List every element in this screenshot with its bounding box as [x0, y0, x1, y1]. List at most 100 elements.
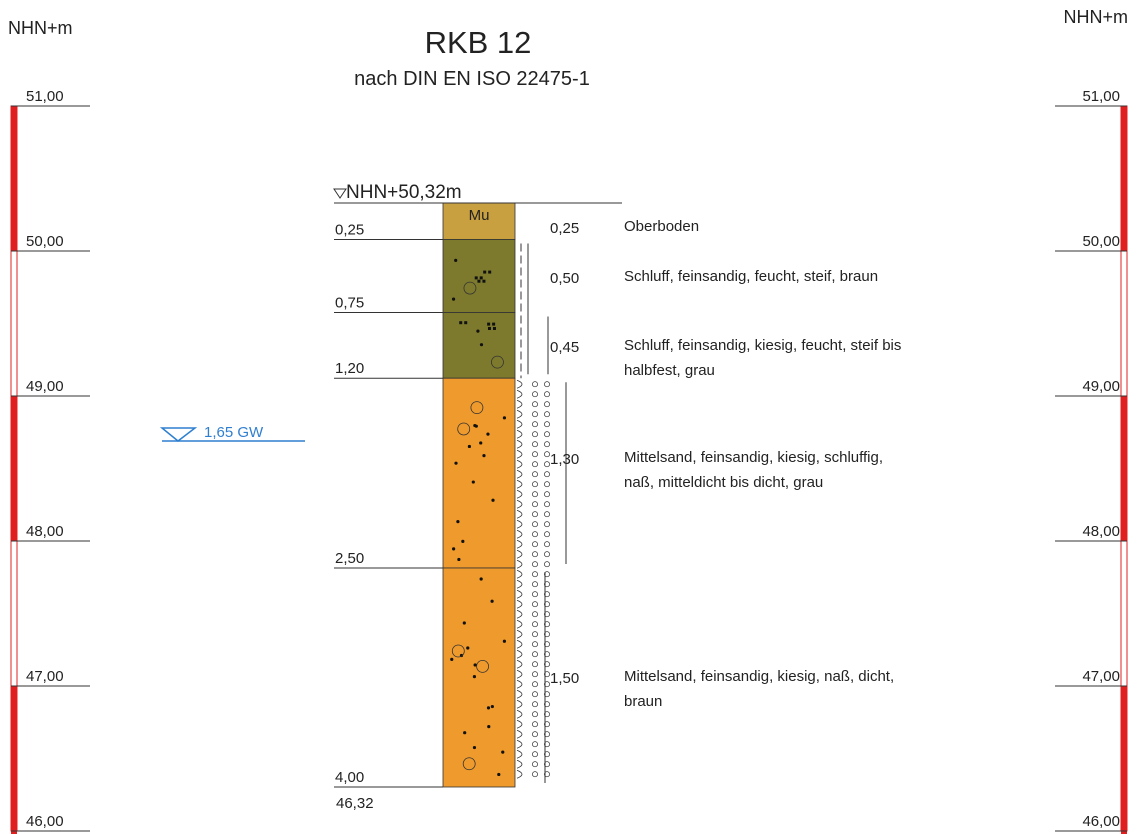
sand-hatch	[516, 389, 523, 399]
top-elevation-marker: NHN+50,32m	[333, 182, 622, 204]
sand-circle	[544, 451, 550, 458]
texture-mark	[457, 557, 461, 562]
left-unit-label: NHN+m	[8, 18, 73, 38]
sand-circle	[544, 541, 550, 548]
gravel-symbol	[470, 401, 484, 415]
scale-tick-label: 48,00	[26, 523, 64, 540]
layer-description: Schluff, feinsandig, kiesig, feucht, ste…	[624, 337, 901, 354]
sand-hatch	[516, 549, 523, 559]
sand-circle	[544, 431, 550, 438]
sand-hatch	[516, 689, 523, 699]
texture-mark	[462, 621, 466, 625]
sand-circle	[532, 751, 538, 758]
sand-circle	[532, 401, 538, 408]
layer-description: Mittelsand, feinsandig, kiesig, schluffi…	[624, 449, 883, 466]
thickness-label: 0,25	[550, 220, 579, 237]
sand-circle	[544, 761, 550, 768]
sand-hatch	[516, 559, 523, 569]
sand-circle	[532, 521, 538, 528]
gravel-symbol	[476, 659, 490, 673]
layer-description: halbfest, grau	[624, 362, 715, 379]
sand-hatch	[516, 419, 523, 429]
texture-mark	[492, 322, 496, 326]
texture-mark	[472, 745, 477, 750]
sand-hatch	[516, 709, 523, 719]
gravel-symbol	[462, 757, 476, 771]
top-elevation-label: NHN+50,32m	[346, 182, 462, 203]
scale-tick-label: 49,00	[26, 378, 64, 395]
sand-hatch	[516, 679, 523, 689]
sand-circle	[544, 511, 550, 518]
sand-circle	[532, 731, 538, 738]
layer-description: Oberboden	[624, 218, 699, 235]
scale-segment	[1120, 685, 1128, 832]
texture-mark	[479, 577, 483, 581]
sand-hatch	[516, 399, 523, 409]
layer-description: braun	[624, 693, 662, 710]
scale-segment	[10, 395, 18, 542]
sand-hatch	[516, 629, 523, 639]
sand-circle	[532, 601, 538, 608]
depth-label: 1,20	[335, 360, 364, 377]
scale-tick-label: 51,00	[1082, 88, 1120, 105]
left-elevation-scale: 51,00 50,00 49,00 48,00 47,00 46,00	[10, 88, 90, 834]
texture-mark	[474, 276, 478, 280]
sand-hatch	[516, 469, 523, 479]
top-elevation-triangle-icon	[333, 188, 347, 199]
scale-tick-label: 47,00	[1082, 668, 1120, 685]
thickness-label: 0,50	[550, 270, 579, 287]
sand-circle	[532, 551, 538, 558]
sand-circle	[544, 441, 550, 448]
layer-description: Schluff, feinsandig, feucht, steif, brau…	[624, 268, 878, 285]
sand-circle	[532, 581, 538, 588]
texture-mark	[472, 675, 477, 679]
texture-mark	[482, 454, 486, 458]
sand-hatch	[516, 479, 523, 489]
texture-mark	[474, 424, 478, 428]
sand-circle	[544, 721, 550, 728]
sand-circle	[544, 631, 550, 638]
sand-circle	[544, 411, 550, 418]
texture-mark	[463, 731, 467, 735]
sand-circle	[544, 491, 550, 498]
scale-segment	[10, 685, 18, 832]
texture-mark	[454, 258, 458, 262]
scale-tick-label: 50,00	[1082, 233, 1120, 250]
sand-circle	[532, 651, 538, 658]
sand-hatch	[516, 489, 523, 499]
sand-circle	[544, 461, 550, 468]
texture-mark	[477, 279, 481, 283]
sand-circle	[532, 481, 538, 488]
sand-circle	[544, 771, 550, 778]
texture-mark	[466, 646, 470, 650]
sand-hatch	[516, 769, 523, 779]
sand-circle	[544, 601, 550, 608]
sand-circle	[532, 511, 538, 518]
depth-label: 0,25	[335, 222, 364, 239]
depth-label: 4,00	[335, 769, 364, 786]
soil-layer	[442, 239, 516, 313]
right-elevation-scale: 51,00 50,00 49,00 48,00 47,00 46,00	[1055, 88, 1128, 834]
sand-circle	[532, 381, 538, 388]
texture-mark	[450, 657, 454, 661]
texture-mark	[492, 326, 496, 330]
sand-hatch	[516, 599, 523, 609]
page-title: RKB 12	[425, 25, 532, 60]
texture-mark	[456, 520, 460, 524]
sand-circle	[544, 561, 550, 568]
scale-segment	[10, 250, 18, 397]
groundwater-label: 1,65 GW	[204, 424, 264, 441]
texture-mark	[452, 547, 456, 551]
scale-segment	[10, 105, 18, 252]
sand-circle	[544, 671, 550, 678]
sand-circle	[532, 721, 538, 728]
sand-hatch	[516, 539, 523, 549]
sand-circle	[532, 641, 538, 648]
groundwater-marker: 1,65 GW	[159, 424, 305, 442]
sand-hatch	[516, 649, 523, 659]
sand-circle	[544, 521, 550, 528]
texture-mark	[467, 444, 471, 449]
scale-tick-label: 50,00	[26, 233, 64, 250]
